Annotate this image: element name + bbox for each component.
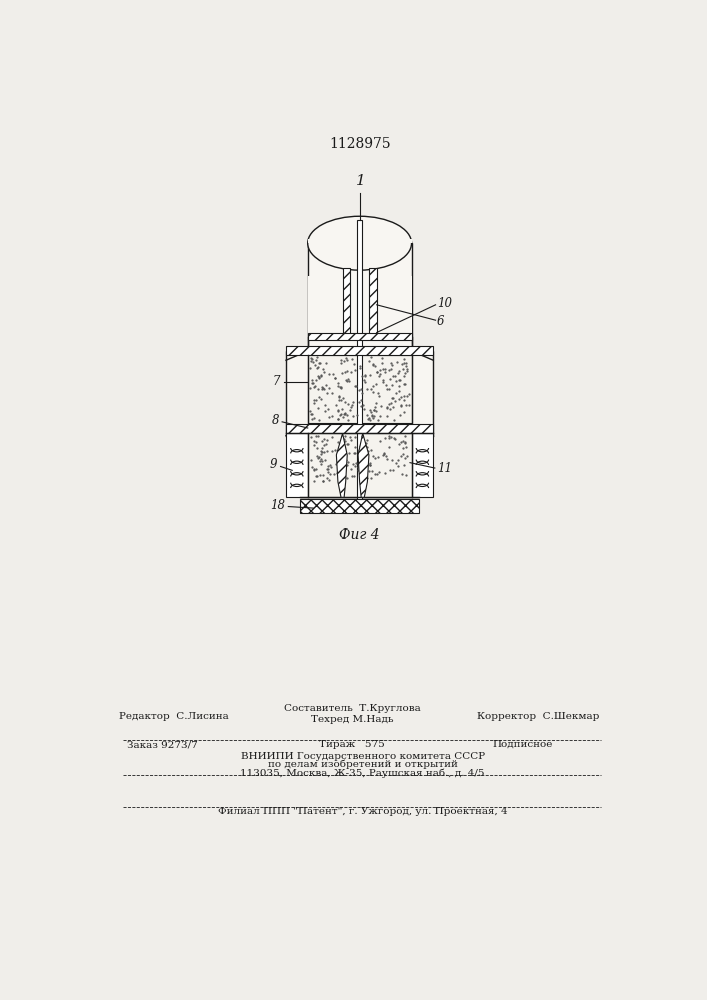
Bar [308,243,411,351]
Text: 1: 1 [356,174,366,188]
Text: 8: 8 [271,414,279,427]
Text: 11: 11 [437,462,452,475]
Bar [300,428,419,497]
Bar [308,333,411,340]
Bar [308,433,411,497]
Bar [377,276,411,337]
Text: Корректор  С.Шекмар: Корректор С.Шекмар [477,712,599,721]
Text: Фиг 4: Фиг 4 [339,528,380,542]
Text: Техред М.Надь: Техред М.Надь [310,715,393,724]
Polygon shape [358,433,369,497]
Text: по делам изобретений и открытий: по делам изобретений и открытий [268,760,457,769]
Text: 18: 18 [270,499,285,512]
Bar [308,355,411,423]
Text: Подписное: Подписное [492,740,553,749]
Bar [369,268,377,337]
Bar [286,346,433,355]
Text: 7: 7 [273,375,281,388]
Text: 10: 10 [437,297,452,310]
Text: Филиал ППП "Патент", г. Ужгород, ул. Проектная, 4: Филиал ППП "Патент", г. Ужгород, ул. Про… [218,807,508,816]
Text: 6: 6 [437,315,445,328]
Text: 9: 9 [270,458,277,471]
Text: 113035, Москва, Ж-35, Раушская наб., д. 4/5: 113035, Москва, Ж-35, Раушская наб., д. … [240,768,485,778]
Bar [411,433,433,497]
Text: Заказ 9273/7: Заказ 9273/7 [127,740,197,749]
Text: Редактор  С.Лисина: Редактор С.Лисина [119,712,228,721]
Text: 1128975: 1128975 [329,137,390,151]
Bar [357,220,362,513]
Ellipse shape [308,216,411,270]
Polygon shape [411,351,433,436]
Text: Тираж   575: Тираж 575 [319,740,385,749]
Bar [286,433,308,497]
Text: Составитель  Т.Круглова: Составитель Т.Круглова [284,704,420,713]
Bar [286,351,433,436]
Bar [308,276,343,337]
Polygon shape [286,351,308,436]
Polygon shape [337,433,347,497]
Bar [343,268,351,337]
Bar [300,499,419,513]
Text: ВНИИПИ Государственного комитета СССР: ВНИИПИ Государственного комитета СССР [240,752,485,761]
Bar [308,239,411,243]
Bar [286,424,433,433]
